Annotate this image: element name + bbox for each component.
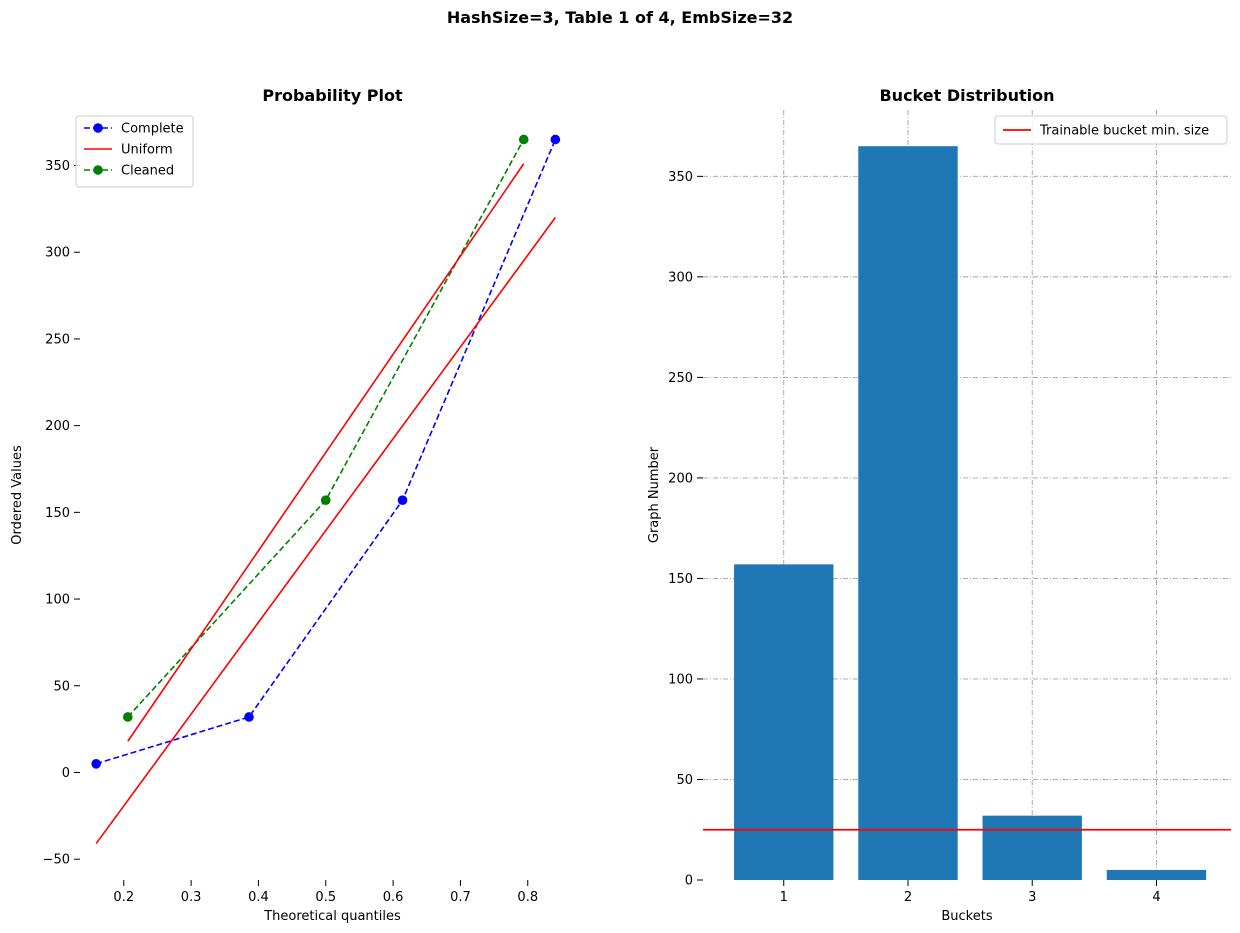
y-axis-label: Graph Number xyxy=(647,446,662,543)
x-tick-label: 0.7 xyxy=(450,890,471,905)
x-tick-label: 1 xyxy=(780,890,788,905)
x-axis-label: Theoretical quantiles xyxy=(263,909,401,924)
legend-trainable-bucket-label: Trainable bucket min. size xyxy=(1039,124,1209,139)
series-complete-point xyxy=(244,712,254,722)
x-tick-label: 0.8 xyxy=(517,890,538,905)
x-axis-label: Buckets xyxy=(941,909,992,924)
x-tick-label: 0.6 xyxy=(383,890,404,905)
y-tick-label: 50 xyxy=(53,679,70,694)
series-reference-fit-3-line xyxy=(127,163,525,742)
x-tick-label: 0.3 xyxy=(181,890,202,905)
series-complete-point xyxy=(91,759,101,769)
x-tick-label: 2 xyxy=(904,890,912,905)
y-tick-label: 300 xyxy=(45,246,70,261)
bar-bucket-1 xyxy=(734,564,834,880)
series-complete-point xyxy=(550,134,561,145)
legend-box xyxy=(994,115,1228,145)
y-tick-label: 150 xyxy=(45,506,70,521)
x-tick-label: 0.5 xyxy=(315,890,336,905)
series-complete-line xyxy=(95,139,557,765)
y-tick-label: 300 xyxy=(668,270,693,285)
bar-bucket-4 xyxy=(1106,869,1207,880)
series-cleaned-point xyxy=(123,712,133,722)
legend-complete-marker xyxy=(93,123,103,133)
probability-plot-title: Probability Plot xyxy=(262,86,403,105)
y-tick-label: 250 xyxy=(668,371,693,386)
y-tick-label: 0 xyxy=(685,874,693,889)
x-tick-label: 0.4 xyxy=(248,890,269,905)
series-cleaned-line xyxy=(127,139,525,718)
bar-bucket-3 xyxy=(982,815,1082,880)
y-tick-label: 250 xyxy=(45,332,70,347)
series-complete-point xyxy=(397,495,408,506)
y-tick-label: 200 xyxy=(45,419,70,434)
x-tick-label: 3 xyxy=(1028,890,1036,905)
y-tick-label: 350 xyxy=(45,159,70,174)
y-tick-label: −50 xyxy=(43,853,70,868)
y-tick-label: 200 xyxy=(668,471,693,486)
x-tick-label: 4 xyxy=(1152,890,1160,905)
x-tick-label: 0.2 xyxy=(113,890,134,905)
legend-complete-label: Complete xyxy=(121,122,184,137)
bucket-distribution-title: Bucket Distribution xyxy=(879,86,1055,105)
y-axis-label: Ordered Values xyxy=(10,445,25,545)
bar-bucket-2 xyxy=(858,146,958,880)
y-tick-label: 100 xyxy=(45,593,70,608)
legend-cleaned-marker xyxy=(93,165,103,175)
y-tick-label: 150 xyxy=(668,572,693,587)
series-cleaned-point xyxy=(320,495,331,506)
legend-uniform-label: Uniform xyxy=(121,143,173,158)
probability-plot: −50 0 50 100 150 200 250 300 350 0.2 0.3 0.4 0.5 0.6 0… xyxy=(10,115,561,924)
y-tick-label: 50 xyxy=(676,773,693,788)
series-uniform-line xyxy=(95,217,557,845)
figure-title: HashSize=3, Table 1 of 4, EmbSize=32 xyxy=(446,8,794,27)
series-cleaned-point xyxy=(518,134,529,145)
y-tick-label: 0 xyxy=(62,766,70,781)
legend-cleaned-label: Cleaned xyxy=(121,164,174,179)
y-tick-label: 350 xyxy=(668,170,693,185)
y-tick-label: 100 xyxy=(668,672,693,687)
bucket-distribution-chart: 0 50 100 150 200 250 300 350 1 2 3 4 Buckets Graph Nu… xyxy=(647,110,1231,924)
